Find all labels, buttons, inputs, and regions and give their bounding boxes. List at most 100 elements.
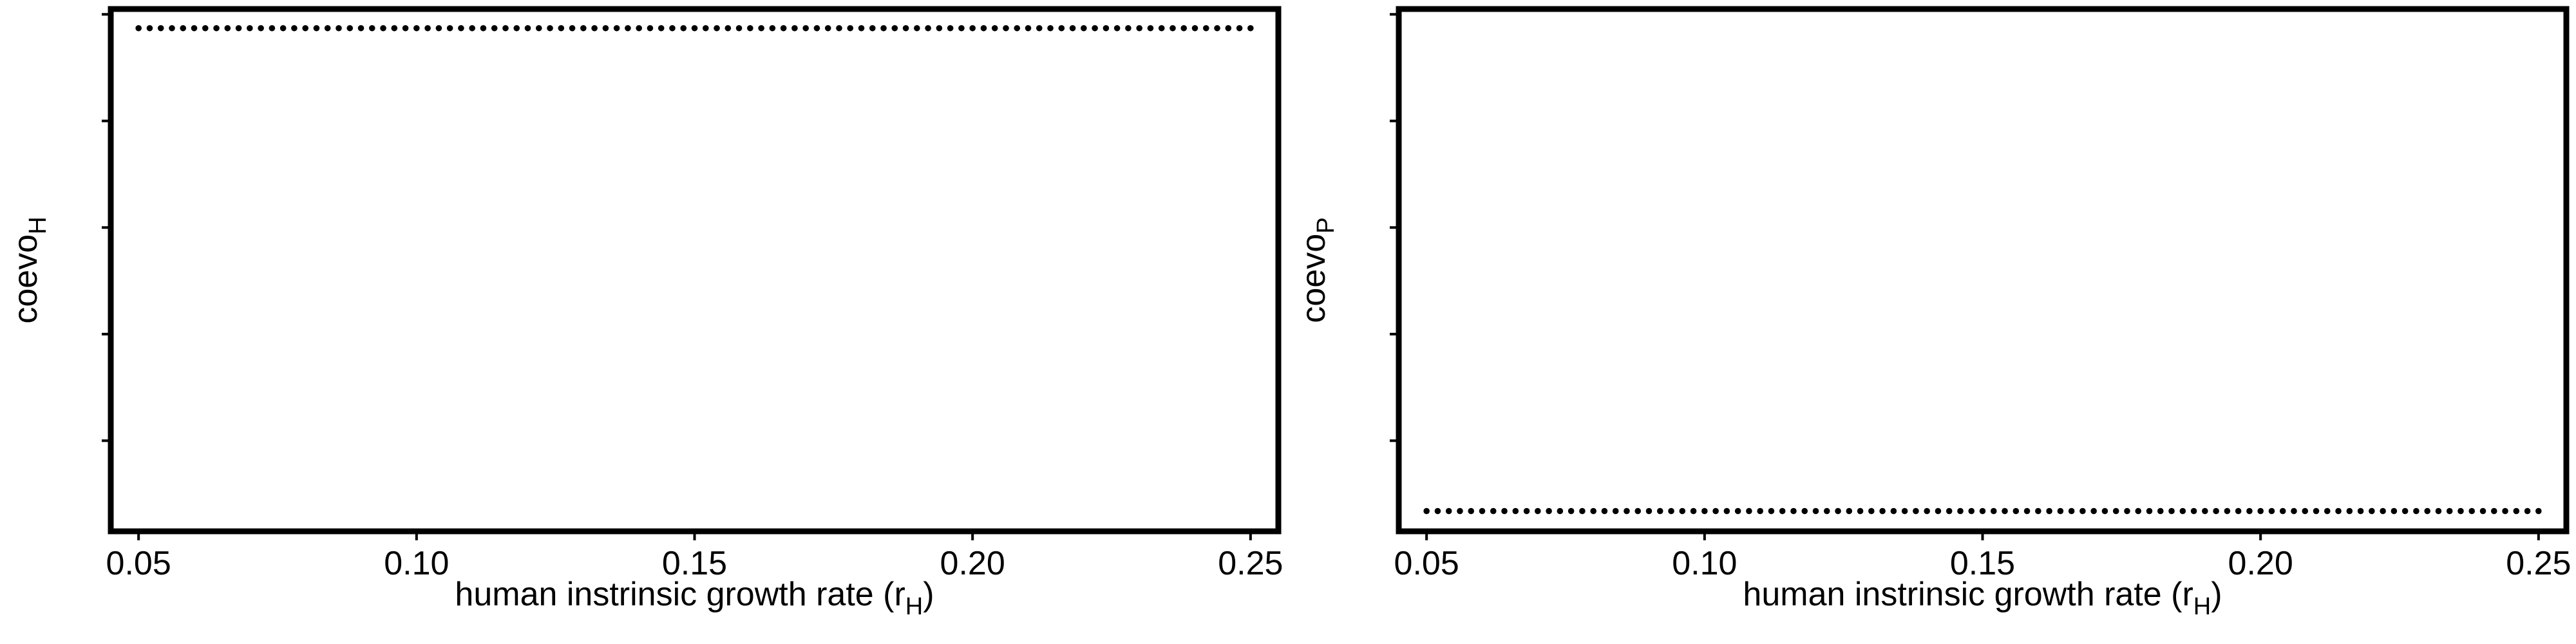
data-point bbox=[1768, 507, 1775, 515]
data-point bbox=[413, 24, 420, 32]
data-point bbox=[2268, 507, 2275, 515]
data-point bbox=[1957, 507, 1964, 515]
data-point bbox=[869, 24, 876, 32]
plot-frame bbox=[1396, 6, 2570, 535]
data-point bbox=[1790, 507, 1797, 515]
data-point bbox=[2157, 507, 2164, 515]
data-point bbox=[880, 24, 887, 32]
data-point bbox=[1512, 507, 1519, 515]
data-point bbox=[1069, 24, 1076, 32]
x-tick-label: 0.05 bbox=[106, 545, 171, 582]
data-point bbox=[1590, 507, 1596, 515]
data-point bbox=[1225, 24, 1232, 32]
y-tick-label: 0.6 bbox=[1331, 0, 1368, 37]
data-point bbox=[2101, 507, 2108, 515]
data-point bbox=[2524, 507, 2531, 515]
data-point bbox=[891, 24, 898, 32]
data-point bbox=[1523, 507, 1530, 515]
y-tick-label: 0.64 bbox=[1331, 88, 1368, 153]
data-point bbox=[758, 24, 764, 32]
data-point bbox=[2535, 507, 2542, 515]
data-point bbox=[2057, 507, 2064, 515]
data-point bbox=[1047, 24, 1054, 32]
data-point bbox=[502, 24, 509, 32]
data-point bbox=[1158, 24, 1165, 32]
data-point bbox=[2513, 507, 2520, 515]
data-point bbox=[1081, 24, 1087, 32]
data-point bbox=[2446, 507, 2453, 515]
data-point bbox=[2458, 507, 2464, 515]
data-point bbox=[980, 24, 987, 32]
data-point bbox=[2369, 507, 2375, 515]
data-point bbox=[658, 24, 665, 32]
data-point bbox=[279, 24, 287, 32]
data-point bbox=[2335, 507, 2342, 515]
data-point bbox=[1113, 24, 1121, 32]
series-points bbox=[1423, 507, 2542, 515]
data-point bbox=[391, 24, 398, 32]
data-point bbox=[947, 24, 954, 32]
data-point bbox=[1180, 24, 1188, 32]
y-tick-label: 0.62 bbox=[1331, 301, 1368, 366]
data-point bbox=[2401, 507, 2409, 515]
data-point bbox=[969, 24, 976, 32]
data-point bbox=[580, 24, 587, 32]
data-point bbox=[2424, 507, 2430, 515]
data-point bbox=[2380, 507, 2386, 515]
data-point bbox=[1690, 507, 1697, 515]
data-point bbox=[858, 24, 865, 32]
data-point bbox=[1014, 24, 1021, 32]
data-point bbox=[1823, 507, 1830, 515]
y-tick-label: 0.64 bbox=[43, 88, 80, 153]
data-point bbox=[558, 24, 565, 32]
data-point bbox=[1757, 507, 1763, 515]
data-point bbox=[191, 24, 198, 32]
data-point bbox=[1835, 507, 1841, 515]
data-point bbox=[435, 24, 442, 32]
data-point bbox=[1434, 507, 1441, 515]
data-point bbox=[513, 24, 520, 32]
data-point bbox=[2002, 507, 2008, 515]
data-point bbox=[1468, 507, 1475, 515]
data-point bbox=[180, 24, 187, 32]
data-point bbox=[724, 24, 732, 32]
data-point bbox=[1103, 24, 1110, 32]
data-point bbox=[925, 24, 931, 32]
data-point bbox=[291, 24, 298, 32]
data-point bbox=[1879, 507, 1886, 515]
data-point bbox=[2479, 507, 2486, 515]
data-point bbox=[1535, 507, 1541, 515]
data-point bbox=[2146, 507, 2153, 515]
y-tick-label: 0.61 bbox=[43, 408, 80, 473]
data-point bbox=[714, 24, 720, 32]
data-point bbox=[1968, 507, 1975, 515]
data-point bbox=[269, 24, 276, 32]
y-axis-label: coevoP bbox=[1295, 217, 1340, 323]
data-point bbox=[524, 24, 531, 32]
data-point bbox=[458, 24, 464, 32]
x-axis-label: human instrinsic growth rate (rH) bbox=[1743, 576, 2222, 620]
data-point bbox=[2490, 507, 2497, 515]
data-point bbox=[1935, 507, 1942, 515]
x-tick-label: 0.20 bbox=[940, 545, 1005, 582]
data-point bbox=[2357, 507, 2364, 515]
data-point bbox=[1723, 507, 1730, 515]
data-point bbox=[1092, 24, 1098, 32]
x-tick-label: 0.20 bbox=[2228, 545, 2293, 582]
data-point bbox=[235, 24, 242, 32]
data-point bbox=[1946, 507, 1953, 515]
data-point bbox=[1656, 507, 1663, 515]
data-point bbox=[2235, 507, 2242, 515]
data-point bbox=[1003, 24, 1009, 32]
data-point bbox=[936, 24, 943, 32]
data-point bbox=[368, 24, 375, 32]
x-tick-label: 0.15 bbox=[662, 545, 727, 582]
y-axis-label: coevoH bbox=[7, 216, 52, 323]
data-point bbox=[1779, 507, 1786, 515]
data-point bbox=[1125, 24, 1132, 32]
data-point bbox=[2168, 507, 2175, 515]
data-point bbox=[1058, 24, 1065, 32]
data-point bbox=[591, 24, 598, 32]
data-point bbox=[135, 24, 142, 32]
